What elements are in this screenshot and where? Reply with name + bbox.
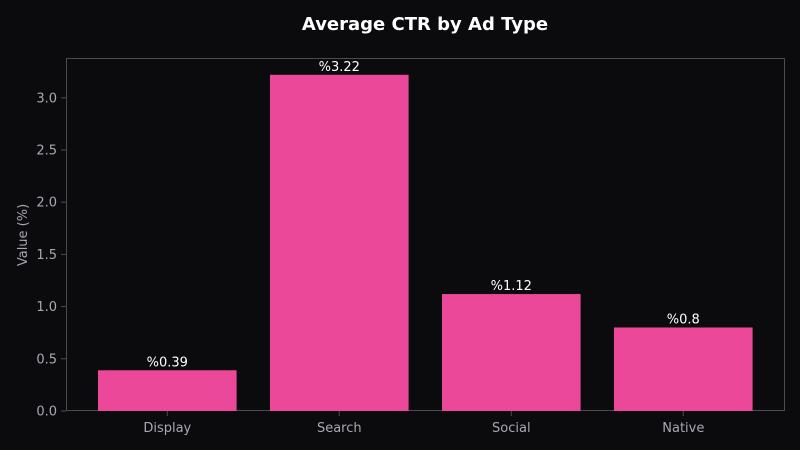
y-tick-label: 1.0 — [36, 300, 57, 315]
chart-title: Average CTR by Ad Type — [302, 14, 548, 35]
plot-area — [66, 58, 785, 411]
y-tick-label: 0.0 — [36, 405, 57, 420]
bar-value-label: %0.8 — [667, 312, 700, 327]
x-axis: Display Search Social Native — [143, 411, 704, 436]
bar-value-label: %1.12 — [491, 279, 532, 294]
bar-value-label: %0.39 — [147, 355, 188, 370]
y-tick-label: 2.5 — [36, 143, 57, 158]
y-axis-label: Value (%) — [16, 204, 31, 266]
x-tick-label: Social — [492, 421, 531, 436]
y-tick-label: 2.0 — [36, 196, 57, 211]
bar-native — [614, 327, 753, 411]
bar-search — [270, 74, 409, 412]
x-tick-label: Search — [317, 421, 362, 436]
y-axis: 0.0 0.5 1.0 1.5 2.0 2.5 3.0 — [36, 91, 66, 420]
bar-value-label: %3.22 — [319, 60, 360, 75]
bar-display — [98, 370, 237, 411]
y-tick-label: 0.5 — [36, 352, 57, 367]
bars-group: %0.39 %3.22 %1.12 %0.8 — [98, 60, 753, 412]
x-tick-label: Native — [662, 421, 704, 436]
bar-social — [442, 294, 581, 411]
x-tick-label: Display — [143, 421, 191, 436]
y-tick-label: 1.5 — [36, 248, 57, 263]
y-tick-label: 3.0 — [36, 91, 57, 106]
